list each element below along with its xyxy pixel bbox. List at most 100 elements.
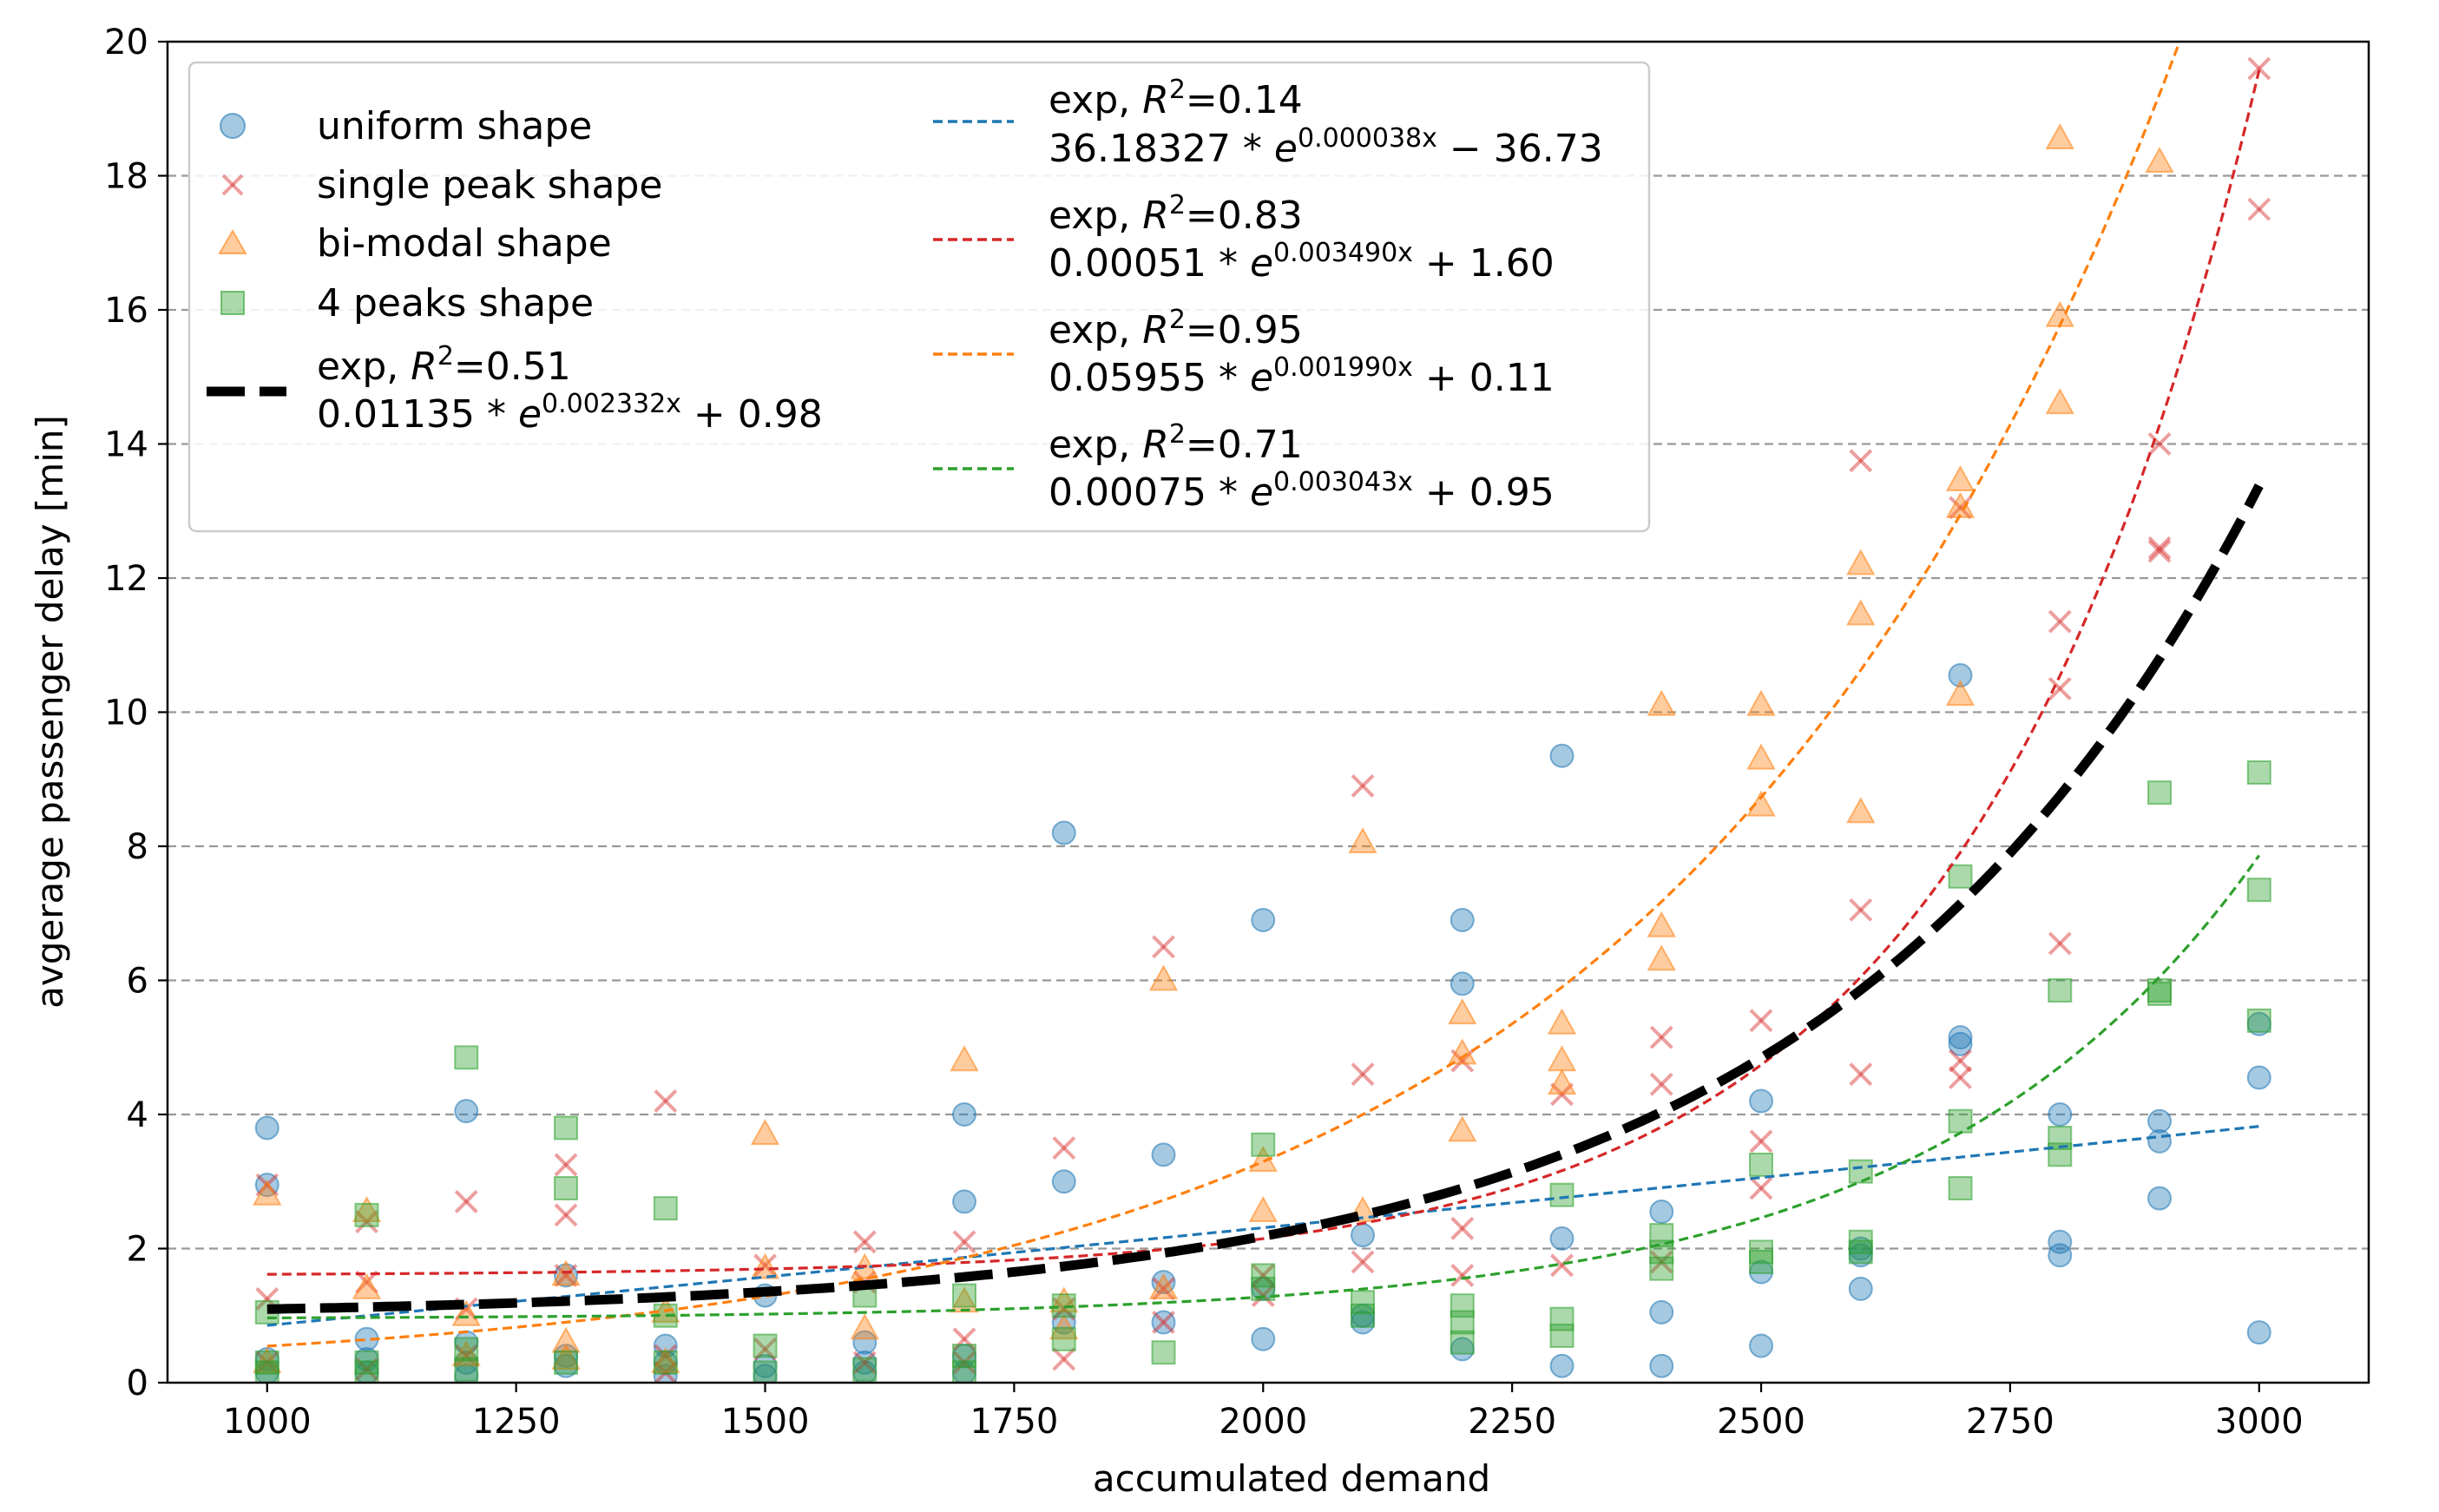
fit-curve-uniform [266,1125,2259,1327]
single-peak-point [454,1190,478,1213]
bimodal-point [2045,388,2074,415]
bimodal-point [1547,1008,1577,1035]
legend-marker-single-peak [221,174,244,196]
y-tick-label: 12 [104,559,148,599]
bimodal-point [1348,827,1377,854]
four-peaks-point [354,1360,379,1383]
bimodal-point [253,1179,282,1206]
four-peaks-point [1151,1340,1176,1365]
x-tick-label: 1750 [970,1402,1058,1442]
uniform-point [2048,1102,2073,1127]
four-peaks-point [2147,780,2173,805]
bimodal-point [651,1346,680,1373]
series-four-peaks [254,760,2271,1383]
uniform-point [1251,907,1276,932]
single-peak-point [1351,1250,1375,1274]
bimodal-point [451,1299,481,1326]
uniform-point [1450,907,1475,932]
bimodal-point [1746,743,1776,770]
legend-fit-bimodal-formula: 0.05955 * e0.001990x + 0.11 [1049,352,1555,401]
bimodal-point [2145,146,2174,174]
x-tick-label: 1250 [472,1402,561,1442]
uniform-point [1649,1353,1674,1378]
four-peaks-point [254,1350,279,1375]
four-peaks-point [952,1360,977,1383]
bimodal-point [451,1340,481,1367]
uniform-point [1948,1025,1973,1050]
single-peak-point [1351,774,1375,798]
uniform-point [852,1330,878,1355]
y-tick-label: 0 [127,1364,148,1404]
uniform-point [1151,1142,1176,1167]
legend: uniform shape single peak shape bi-modal… [187,61,1651,533]
four-peaks-point [852,1357,878,1382]
fit-curve-bimodal [266,42,2181,1348]
four-peaks-point [1549,1323,1575,1348]
y-tick-label: 16 [104,291,148,331]
four-peaks-point [1251,1263,1276,1288]
uniform-point [1051,1169,1076,1194]
four-peaks-point [454,1357,479,1382]
uniform-point [1749,1088,1774,1114]
uniform-point [2048,1229,2073,1254]
series-single-peak [255,56,2271,1383]
bimodal-point [950,1286,979,1313]
x-tick-label: 2250 [1468,1402,1556,1442]
bimodal-point [1049,1313,1079,1340]
four-peaks-point [1749,1249,1774,1274]
single-peak-point [1052,1347,1076,1371]
y-tick-label: 6 [127,962,148,1002]
bimodal-point [2045,122,2074,150]
single-peak-point [1649,1072,1673,1096]
single-peak-point [355,1358,378,1381]
four-peaks-point [653,1196,678,1221]
four-peaks-point [454,1045,479,1070]
x-axis-ticks: 1000 1250 1500 1750 2000 2250 2500 2750 3000 [223,1383,2304,1442]
four-peaks-point [1649,1256,1674,1281]
bimodal-point [1846,797,1876,824]
legend-fit-four-title: exp, R2=0.71 [1049,419,1303,468]
single-peak-point [1749,1129,1773,1154]
bimodal-point [1746,689,1776,716]
y-axis-ticks: 0 2 4 6 8 10 12 14 16 18 20 [104,23,168,1404]
uniform-point [2246,1320,2271,1345]
four-peaks-point [1948,1175,1973,1200]
legend-label-four-peaks: 4 peaks shape [317,281,594,325]
four-peaks-point [354,1202,379,1227]
bimodal-point [750,1252,780,1279]
four-peaks-point [1450,1310,1475,1335]
bimodal-point [1945,680,1976,707]
legend-fit-single-title: exp, R2=0.83 [1049,190,1303,239]
legend-label-uniform: uniform shape [317,104,592,148]
legend-fit-uniform-title: exp, R2=0.14 [1049,75,1303,123]
four-peaks-point [554,1115,579,1141]
single-peak-point [952,1327,976,1351]
bimodal-point [352,1195,382,1223]
four-peaks-point [1450,1293,1475,1318]
uniform-point [1151,1310,1176,1335]
single-peak-point [852,1351,877,1375]
single-peak-point [1351,1062,1375,1087]
uniform-point [1549,1353,1575,1378]
single-peak-point [1749,1176,1773,1200]
single-peak-point [2247,56,2271,81]
bimodal-point [1547,1068,1577,1095]
fit-curve-all [266,483,2264,1314]
bimodal-point [750,1119,780,1146]
uniform-point [1351,1223,1376,1248]
uniform-point [1450,971,1475,996]
single-peak-point [1849,1062,1873,1087]
four-peaks-point [1749,1152,1774,1177]
bimodal-point [850,1313,879,1340]
single-peak-point [852,1230,877,1254]
bimodal-point [1248,1195,1278,1223]
four-peaks-point [554,1175,579,1200]
uniform-point [1848,1276,1873,1301]
four-peaks-point [1051,1326,1076,1351]
uniform-point [1649,1200,1674,1225]
uniform-point [1549,1226,1575,1251]
four-peaks-point [1948,864,1973,889]
legend-marker-bimodal [218,228,247,254]
fit-curve-single-peak [266,69,2261,1276]
scatter-points [253,56,2271,1383]
